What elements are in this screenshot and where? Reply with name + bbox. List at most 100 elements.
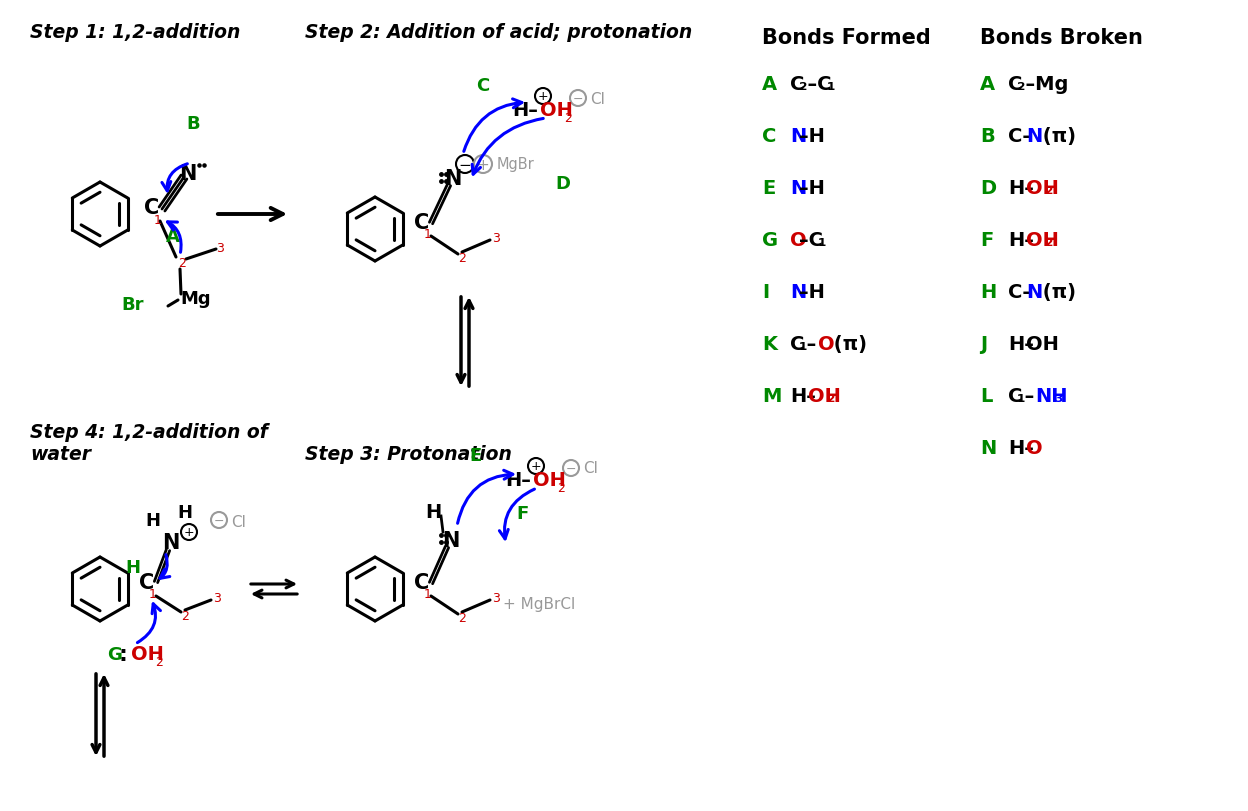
Text: B: B <box>980 127 995 146</box>
Text: H–: H– <box>790 387 816 406</box>
Text: H–: H– <box>1008 178 1033 198</box>
Text: O: O <box>817 335 834 354</box>
Text: H–: H– <box>505 471 530 490</box>
Text: ₂–Mg: ₂–Mg <box>1017 75 1068 94</box>
Text: −: − <box>458 157 472 172</box>
Text: N: N <box>980 439 996 457</box>
Text: C: C <box>763 127 776 146</box>
Text: Step 1: 1,2-addition: Step 1: 1,2-addition <box>30 23 241 42</box>
Text: :: : <box>119 644 127 664</box>
Text: C: C <box>477 77 489 95</box>
Text: M: M <box>763 387 781 406</box>
Text: 3: 3 <box>492 232 500 245</box>
Text: G: G <box>763 230 778 250</box>
Text: D: D <box>555 175 570 193</box>
Text: N: N <box>790 283 806 302</box>
Text: (π): (π) <box>1036 283 1076 302</box>
Text: A: A <box>980 75 995 94</box>
Text: Bonds Broken: Bonds Broken <box>980 28 1143 48</box>
Text: ₁: ₁ <box>817 230 826 250</box>
Text: ₂: ₂ <box>826 387 835 406</box>
Text: +: + <box>530 460 542 473</box>
Text: F: F <box>515 504 528 522</box>
Text: G: G <box>107 646 122 663</box>
Text: E: E <box>469 446 482 465</box>
Text: ₁–: ₁– <box>799 335 817 354</box>
Text: Step 4: 1,2-addition of
water: Step 4: 1,2-addition of water <box>30 423 268 463</box>
Text: C: C <box>414 212 429 233</box>
Text: 1: 1 <box>424 228 432 241</box>
Text: 2: 2 <box>557 482 565 495</box>
Text: ₁–: ₁– <box>1017 387 1036 406</box>
Text: + MgBrCl: + MgBrCl <box>503 596 575 611</box>
Text: H–: H– <box>1008 230 1033 250</box>
Text: ₃: ₃ <box>1055 387 1062 406</box>
Text: J: J <box>980 335 987 354</box>
Text: Cl: Cl <box>231 515 246 530</box>
Text: OH: OH <box>540 101 573 120</box>
Text: H: H <box>980 283 996 302</box>
Text: Step 3: Protonation: Step 3: Protonation <box>305 444 512 463</box>
Text: +: + <box>538 90 548 103</box>
Text: O: O <box>790 230 806 250</box>
Text: Br: Br <box>121 296 144 314</box>
Text: F: F <box>980 230 993 250</box>
Text: ₁: ₁ <box>826 75 835 94</box>
Text: OH: OH <box>1026 178 1060 198</box>
Text: C: C <box>790 335 805 354</box>
Text: ₂: ₂ <box>1045 230 1053 250</box>
Text: –H: –H <box>799 127 825 146</box>
Text: D: D <box>980 178 996 198</box>
Text: +: + <box>477 157 489 172</box>
Text: C: C <box>144 198 160 217</box>
Text: –H: –H <box>799 283 825 302</box>
Text: NH: NH <box>1036 387 1068 406</box>
Text: L: L <box>980 387 992 406</box>
Text: H–: H– <box>1008 335 1033 354</box>
Text: H: H <box>146 512 161 530</box>
Text: H–: H– <box>1008 439 1033 457</box>
Text: B: B <box>186 115 200 133</box>
Text: H: H <box>177 504 192 521</box>
Text: C–: C– <box>1008 283 1032 302</box>
Text: 2: 2 <box>458 611 466 624</box>
Text: C: C <box>414 573 429 592</box>
Text: O: O <box>1026 439 1043 457</box>
Text: 2: 2 <box>181 610 188 623</box>
Text: OH: OH <box>1026 230 1060 250</box>
Text: −: − <box>213 514 225 527</box>
Text: 2: 2 <box>564 113 572 126</box>
Text: ₂–C: ₂–C <box>799 75 831 94</box>
Text: C: C <box>139 573 155 592</box>
Text: N: N <box>790 127 806 146</box>
Text: C–: C– <box>1008 127 1032 146</box>
Text: 1: 1 <box>154 213 162 226</box>
Text: 3: 3 <box>213 592 221 605</box>
Text: OH: OH <box>809 387 841 406</box>
Text: N: N <box>444 169 462 189</box>
Text: ₂: ₂ <box>1045 178 1053 198</box>
Text: A: A <box>763 75 778 94</box>
Text: 3: 3 <box>216 241 223 254</box>
Text: −: − <box>565 462 577 475</box>
Text: H: H <box>424 503 441 521</box>
Text: C: C <box>1008 387 1022 406</box>
Text: +: + <box>183 526 195 539</box>
Text: 1: 1 <box>149 588 157 601</box>
Text: N: N <box>1026 127 1042 146</box>
Text: N: N <box>162 532 180 552</box>
Text: 3: 3 <box>492 592 500 605</box>
Text: OH: OH <box>1026 335 1060 354</box>
Text: C: C <box>790 75 805 94</box>
Text: N: N <box>790 178 806 198</box>
Text: 2: 2 <box>178 257 186 270</box>
Text: Mg: Mg <box>180 290 211 307</box>
Text: 2: 2 <box>155 655 163 669</box>
Text: N: N <box>1026 283 1042 302</box>
Text: K: K <box>763 335 778 354</box>
Text: H: H <box>125 558 140 577</box>
Text: Step 2: Addition of acid; protonation: Step 2: Addition of acid; protonation <box>305 23 693 42</box>
Text: (π): (π) <box>826 335 867 354</box>
Text: N: N <box>180 164 197 184</box>
Text: E: E <box>763 178 775 198</box>
